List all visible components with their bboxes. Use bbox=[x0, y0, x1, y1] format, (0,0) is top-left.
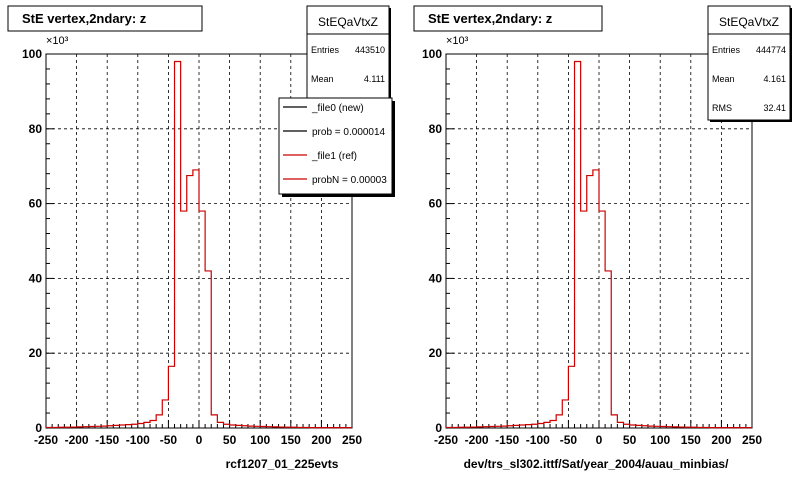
chart2-stats-label: Mean bbox=[712, 74, 735, 84]
chart1-y-tick-label: 100 bbox=[22, 47, 42, 61]
chart2-x-tick-label: -200 bbox=[465, 433, 489, 447]
chart1-series-1-step-line bbox=[45, 60, 352, 429]
chart1-y-tick-label: 60 bbox=[29, 197, 43, 211]
chart2-x-tick-label: -50 bbox=[560, 433, 578, 447]
chart2-stats-value: 4.161 bbox=[763, 74, 786, 84]
chart1-title-box bbox=[7, 5, 203, 32]
chart2-y-tick-label: 40 bbox=[429, 271, 443, 285]
chart2-x-tick-label: 100 bbox=[650, 433, 670, 447]
chart2-stats-box bbox=[707, 5, 791, 121]
chart1-legend-box bbox=[278, 97, 393, 195]
chart1-x-tick-label: -50 bbox=[160, 433, 178, 447]
chart2-series-1-step-line bbox=[445, 60, 752, 429]
chart1-x-tick-label: 200 bbox=[311, 433, 331, 447]
chart2-stats-title: StEQaVtxZ bbox=[719, 15, 779, 29]
chart2-title: StE vertex,2ndary: z bbox=[428, 11, 553, 26]
chart1-x-axis-label: rcf1207_01_225evts bbox=[226, 457, 339, 471]
chart2-x-tick-label: 50 bbox=[623, 433, 637, 447]
chart2-x-tick-label: 250 bbox=[742, 433, 762, 447]
chart1-x-tick-label: -100 bbox=[126, 433, 150, 447]
chart1-stats-label: Mean bbox=[311, 74, 334, 84]
chart2-x-tick-label: -250 bbox=[434, 433, 458, 447]
chart1-stats-label: Entries bbox=[311, 45, 340, 55]
chart2-y-tick-label: 100 bbox=[422, 47, 442, 61]
chart2-y-tick-label: 20 bbox=[429, 346, 443, 360]
chart1-legend-label: _file1 (ref) bbox=[311, 151, 357, 162]
chart1-x-tick-label: 250 bbox=[342, 433, 362, 447]
chart2-stats-label: Entries bbox=[712, 45, 741, 55]
chart1-title: StE vertex,2ndary: z bbox=[22, 11, 147, 26]
chart1-x-tick-label: 0 bbox=[196, 433, 203, 447]
chart1-stats-value: 4.111 bbox=[364, 74, 385, 84]
chart1-stats-value: 443510 bbox=[355, 45, 385, 55]
chart1-legend-label: _file0 (new) bbox=[311, 103, 364, 114]
chart2-title-box bbox=[413, 5, 603, 32]
chart1-y-tick-label: 0 bbox=[35, 421, 42, 435]
chart2-x-axis-label: dev/trs_sl302.ittf/Sat/year_2004/auau_mi… bbox=[464, 457, 729, 471]
chart1-x-tick-label: 150 bbox=[281, 433, 301, 447]
chart1-y-tick-label: 20 bbox=[29, 346, 43, 360]
chart1-x-tick-label: -200 bbox=[65, 433, 89, 447]
chart2-x-tick-label: 200 bbox=[711, 433, 731, 447]
chart2-stats-value: 32.41 bbox=[763, 103, 786, 113]
chart1-x-tick-label: 100 bbox=[250, 433, 270, 447]
chart2-y-tick-label: 60 bbox=[429, 197, 443, 211]
chart2-y-tick-label: 80 bbox=[429, 122, 443, 136]
chart1-x-tick-label: -150 bbox=[95, 433, 119, 447]
chart2-x-tick-label: -100 bbox=[526, 433, 550, 447]
chart2-axis-multiplier: ×10³ bbox=[446, 35, 469, 47]
chart2-stats-label: RMS bbox=[712, 103, 732, 113]
chart2-x-tick-label: 150 bbox=[681, 433, 701, 447]
chart1-x-tick-label: -250 bbox=[34, 433, 58, 447]
chart1-x-tick-label: 50 bbox=[223, 433, 237, 447]
chart1-y-tick-label: 80 bbox=[29, 122, 43, 136]
chart2-x-tick-label: -150 bbox=[495, 433, 519, 447]
chart1-stats-title: StEQaVtxZ bbox=[318, 15, 378, 29]
chart1-legend-label: probN = 0.00003 bbox=[312, 175, 387, 186]
chart1-y-tick-label: 40 bbox=[29, 271, 43, 285]
chart1-legend-label: prob = 0.000014 bbox=[312, 127, 386, 138]
chart2-stats-value: 444774 bbox=[756, 45, 786, 55]
chart2-x-tick-label: 0 bbox=[596, 433, 603, 447]
chart2-y-tick-label: 0 bbox=[435, 421, 442, 435]
chart1-axis-multiplier: ×10³ bbox=[46, 35, 69, 47]
